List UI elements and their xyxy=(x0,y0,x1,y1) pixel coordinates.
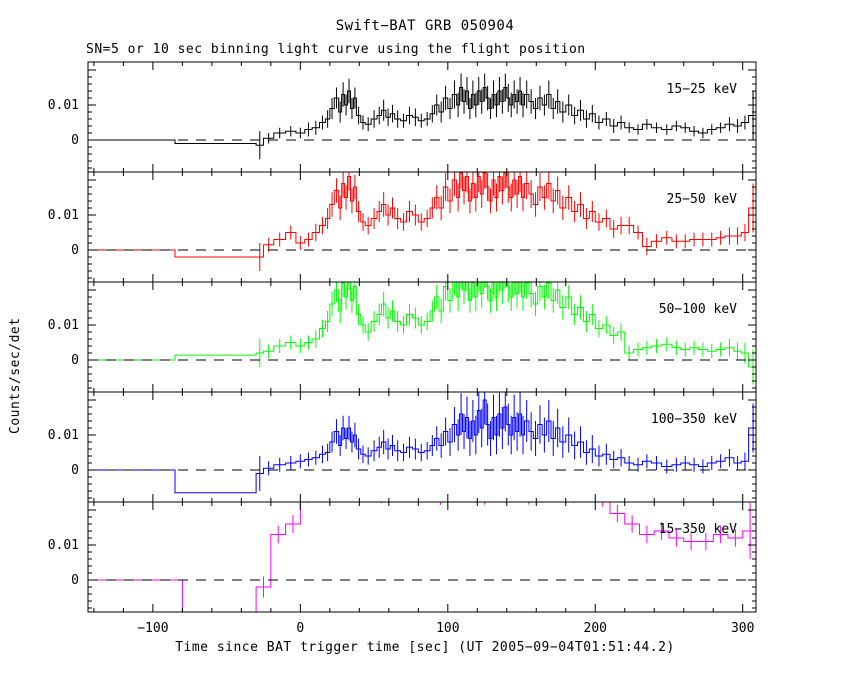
y-tick-label: 0.01 xyxy=(48,98,79,113)
panel-ticks xyxy=(88,282,756,392)
y-tick-label: 0 xyxy=(71,573,79,588)
y-tick-label: 0.01 xyxy=(48,318,79,333)
series-100−350-keV xyxy=(88,392,756,494)
band-label: 15−25 keV xyxy=(667,82,738,97)
chart-title: Swift−BAT GRB 050904 xyxy=(335,18,515,34)
series-25−50-keV xyxy=(88,172,756,271)
panel-border xyxy=(87,501,757,613)
y-tick-label: 0 xyxy=(71,353,79,368)
x-tick-label: 100 xyxy=(436,621,459,636)
chart-subtitle: SN=5 or 10 sec binning light curve using… xyxy=(86,42,586,57)
y-tick-label: 0 xyxy=(71,463,79,478)
panel-border xyxy=(87,391,757,503)
band-label: 100−350 keV xyxy=(651,412,737,427)
band-label: 15−350 keV xyxy=(659,522,737,537)
panel-border xyxy=(87,171,757,283)
x-tick-label: 0 xyxy=(296,621,304,636)
x-tick-label: −100 xyxy=(137,621,168,636)
series-50−100-keV xyxy=(88,282,756,385)
error-bars xyxy=(259,172,754,271)
panel-border xyxy=(87,61,757,173)
series-15−25-keV xyxy=(88,73,756,160)
y-tick-label: 0.01 xyxy=(48,538,79,553)
y-tick-label: 0 xyxy=(71,243,79,258)
step-line xyxy=(88,502,756,612)
x-tick-label: 300 xyxy=(731,621,754,636)
panel-ticks xyxy=(88,172,756,282)
y-tick-label: 0.01 xyxy=(48,208,79,223)
x-axis-title: Time since BAT trigger time [sec] (UT 20… xyxy=(175,640,675,655)
band-label: 50−100 keV xyxy=(659,302,737,317)
series-15−350-keV xyxy=(88,502,756,612)
error-bars xyxy=(259,392,754,491)
y-tick-label: 0.01 xyxy=(48,428,79,443)
error-bars xyxy=(259,282,754,385)
panel-ticks xyxy=(88,392,756,502)
x-tick-label: 200 xyxy=(584,621,607,636)
step-line xyxy=(88,87,756,146)
panel-border xyxy=(87,281,757,393)
panel-ticks xyxy=(88,502,756,612)
error-bars xyxy=(259,73,754,160)
band-label: 25−50 keV xyxy=(667,192,738,207)
y-tick-label: 0 xyxy=(71,133,79,148)
panel-ticks xyxy=(88,62,756,172)
error-bars xyxy=(262,502,751,598)
